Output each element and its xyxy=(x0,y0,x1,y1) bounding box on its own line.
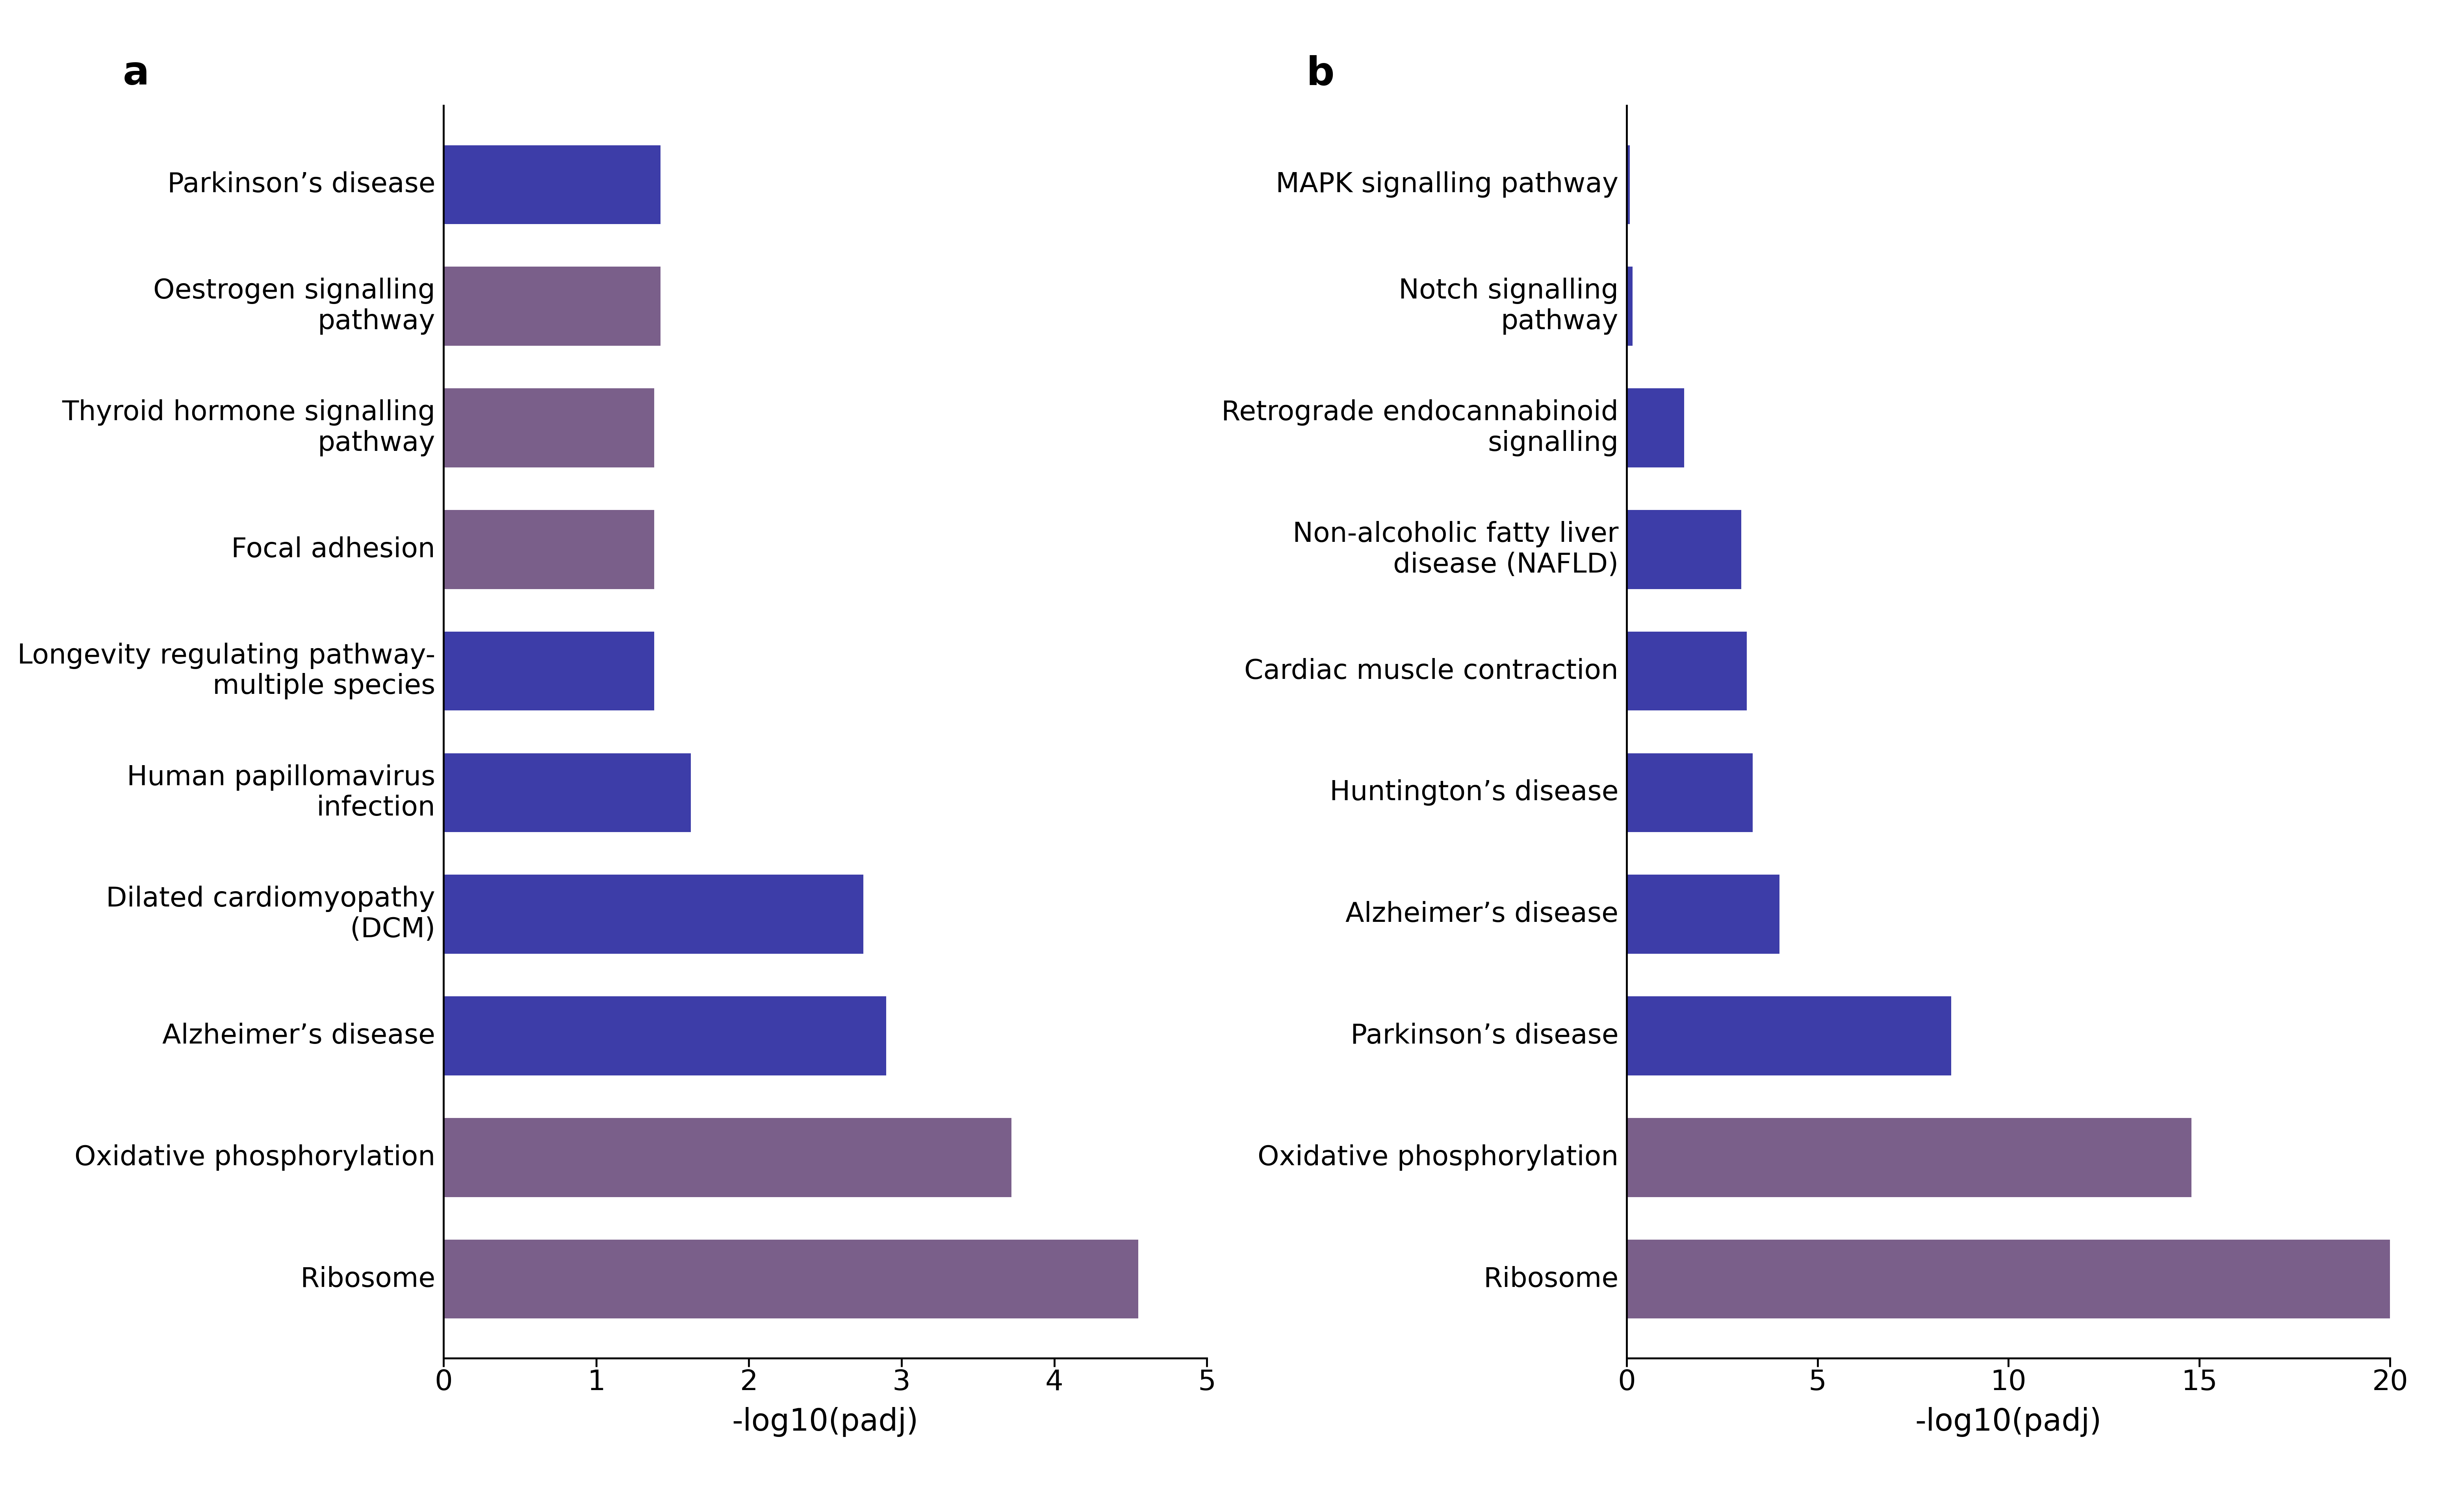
Bar xyxy=(1626,996,1951,1076)
Bar xyxy=(1626,1118,2190,1197)
Bar xyxy=(444,1118,1010,1197)
Bar xyxy=(444,388,655,468)
Bar xyxy=(444,875,862,954)
Bar xyxy=(444,753,690,831)
Text: b: b xyxy=(1306,54,1335,94)
Bar xyxy=(1626,753,1752,831)
Bar xyxy=(444,996,887,1076)
Bar xyxy=(1626,145,1629,225)
Bar xyxy=(1626,267,1634,346)
Bar xyxy=(1626,510,1742,589)
Bar xyxy=(1626,632,1747,711)
Bar xyxy=(1626,875,1779,954)
Bar xyxy=(1626,1239,2390,1319)
X-axis label: -log10(padj): -log10(padj) xyxy=(732,1406,919,1437)
Bar xyxy=(444,145,660,225)
Bar xyxy=(444,632,655,711)
Text: a: a xyxy=(123,54,150,94)
Bar xyxy=(444,510,655,589)
X-axis label: -log10(padj): -log10(padj) xyxy=(1915,1406,2102,1437)
Bar xyxy=(1626,388,1683,468)
Bar xyxy=(444,267,660,346)
Bar xyxy=(444,1239,1138,1319)
